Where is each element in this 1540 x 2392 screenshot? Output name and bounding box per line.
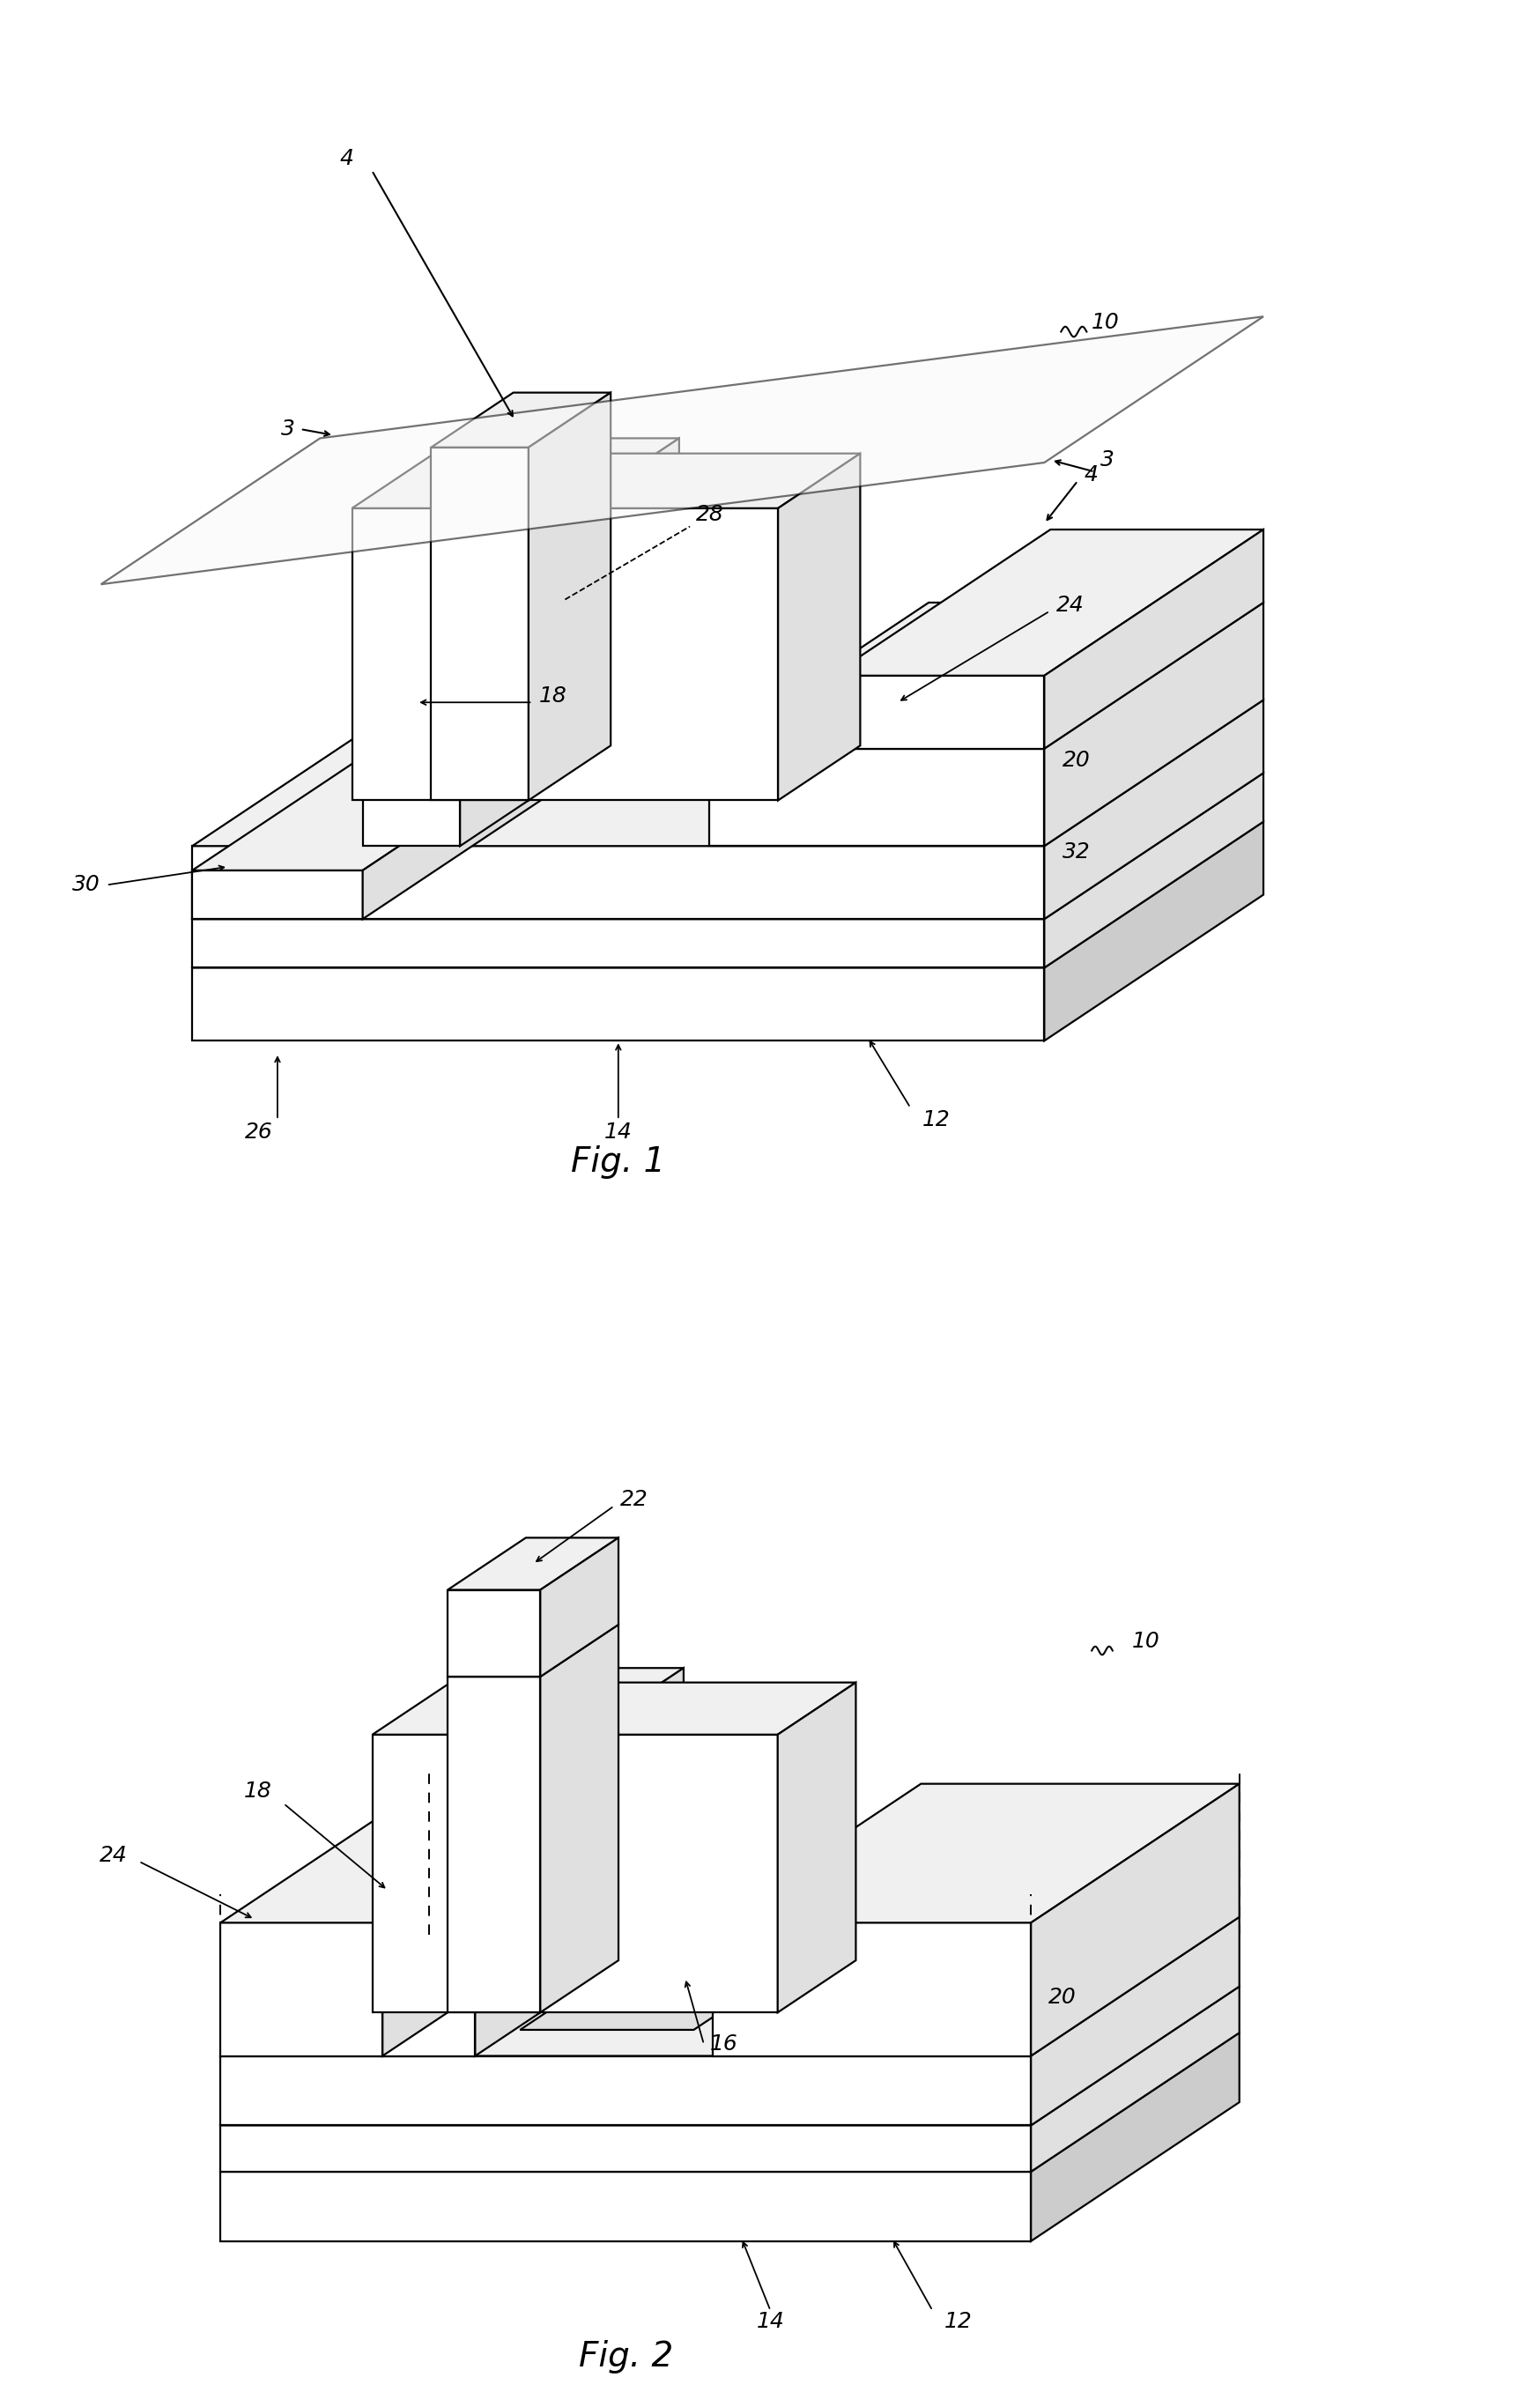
Polygon shape: [460, 438, 679, 847]
Polygon shape: [710, 603, 1263, 749]
Text: 10: 10: [1090, 311, 1120, 332]
Polygon shape: [362, 584, 460, 847]
Polygon shape: [220, 2055, 1030, 2126]
Text: 16: 16: [710, 2033, 738, 2055]
Polygon shape: [220, 1916, 1238, 2055]
Polygon shape: [220, 2033, 1238, 2172]
Polygon shape: [220, 1784, 591, 1923]
Polygon shape: [192, 823, 1263, 969]
Polygon shape: [192, 773, 1263, 919]
Text: 20: 20: [1063, 751, 1090, 770]
Polygon shape: [528, 392, 610, 801]
Text: 14: 14: [756, 2311, 784, 2332]
Polygon shape: [382, 1784, 591, 2055]
Polygon shape: [362, 725, 582, 919]
Polygon shape: [1030, 2033, 1238, 2241]
Polygon shape: [1044, 603, 1263, 847]
Text: 14: 14: [604, 1122, 631, 1143]
Text: 20: 20: [1047, 1988, 1075, 2009]
Polygon shape: [778, 1682, 855, 2012]
Text: 4: 4: [339, 148, 353, 170]
Polygon shape: [448, 1677, 541, 2012]
Polygon shape: [830, 675, 1044, 749]
Polygon shape: [1030, 1916, 1238, 2126]
Polygon shape: [373, 1734, 778, 2012]
Polygon shape: [431, 447, 528, 801]
Polygon shape: [192, 847, 1044, 919]
Polygon shape: [521, 1961, 798, 2031]
Text: 22: 22: [619, 1490, 647, 1509]
Text: 12: 12: [944, 2311, 972, 2332]
Text: 30: 30: [72, 875, 100, 895]
Polygon shape: [220, 2172, 1030, 2241]
Polygon shape: [382, 1806, 474, 2055]
Polygon shape: [1044, 529, 1263, 749]
Polygon shape: [778, 454, 859, 801]
Polygon shape: [710, 749, 1044, 847]
Text: 10: 10: [1132, 1631, 1160, 1653]
Polygon shape: [1044, 823, 1263, 1041]
Text: 12: 12: [922, 1110, 950, 1131]
Polygon shape: [448, 1624, 618, 1677]
Polygon shape: [448, 1591, 541, 1677]
Polygon shape: [711, 1923, 1030, 2055]
Polygon shape: [351, 507, 778, 801]
Polygon shape: [373, 1682, 855, 1734]
Polygon shape: [1030, 1985, 1238, 2172]
Polygon shape: [220, 1923, 382, 2055]
Polygon shape: [192, 871, 362, 919]
Text: 24: 24: [99, 1844, 128, 1866]
Polygon shape: [448, 1538, 618, 1591]
Polygon shape: [362, 438, 679, 584]
Text: 18: 18: [539, 687, 567, 706]
Text: 32: 32: [1063, 842, 1090, 864]
Polygon shape: [220, 2126, 1030, 2172]
Polygon shape: [220, 1985, 1238, 2126]
Text: 18: 18: [243, 1782, 273, 1801]
Polygon shape: [192, 701, 1263, 847]
Polygon shape: [711, 1784, 1238, 1923]
Polygon shape: [431, 392, 610, 447]
Polygon shape: [351, 454, 859, 507]
Polygon shape: [192, 969, 1044, 1041]
Polygon shape: [382, 1667, 684, 1806]
Text: 26: 26: [245, 1122, 273, 1143]
Text: 24: 24: [1055, 593, 1083, 615]
Polygon shape: [192, 725, 582, 871]
Polygon shape: [830, 529, 1263, 675]
Polygon shape: [102, 316, 1263, 584]
Polygon shape: [192, 919, 1044, 969]
Polygon shape: [1044, 701, 1263, 919]
Text: 28: 28: [696, 505, 724, 524]
Text: Fig. 2: Fig. 2: [578, 2339, 673, 2373]
Polygon shape: [541, 1624, 618, 2012]
Text: 4: 4: [1083, 464, 1096, 486]
Polygon shape: [1044, 773, 1263, 969]
Polygon shape: [1030, 1784, 1238, 2055]
Text: Fig. 1: Fig. 1: [571, 1146, 665, 1179]
Polygon shape: [541, 1538, 618, 1677]
Polygon shape: [474, 1667, 684, 2055]
Text: 3: 3: [1100, 450, 1113, 471]
Text: 3: 3: [280, 419, 296, 440]
